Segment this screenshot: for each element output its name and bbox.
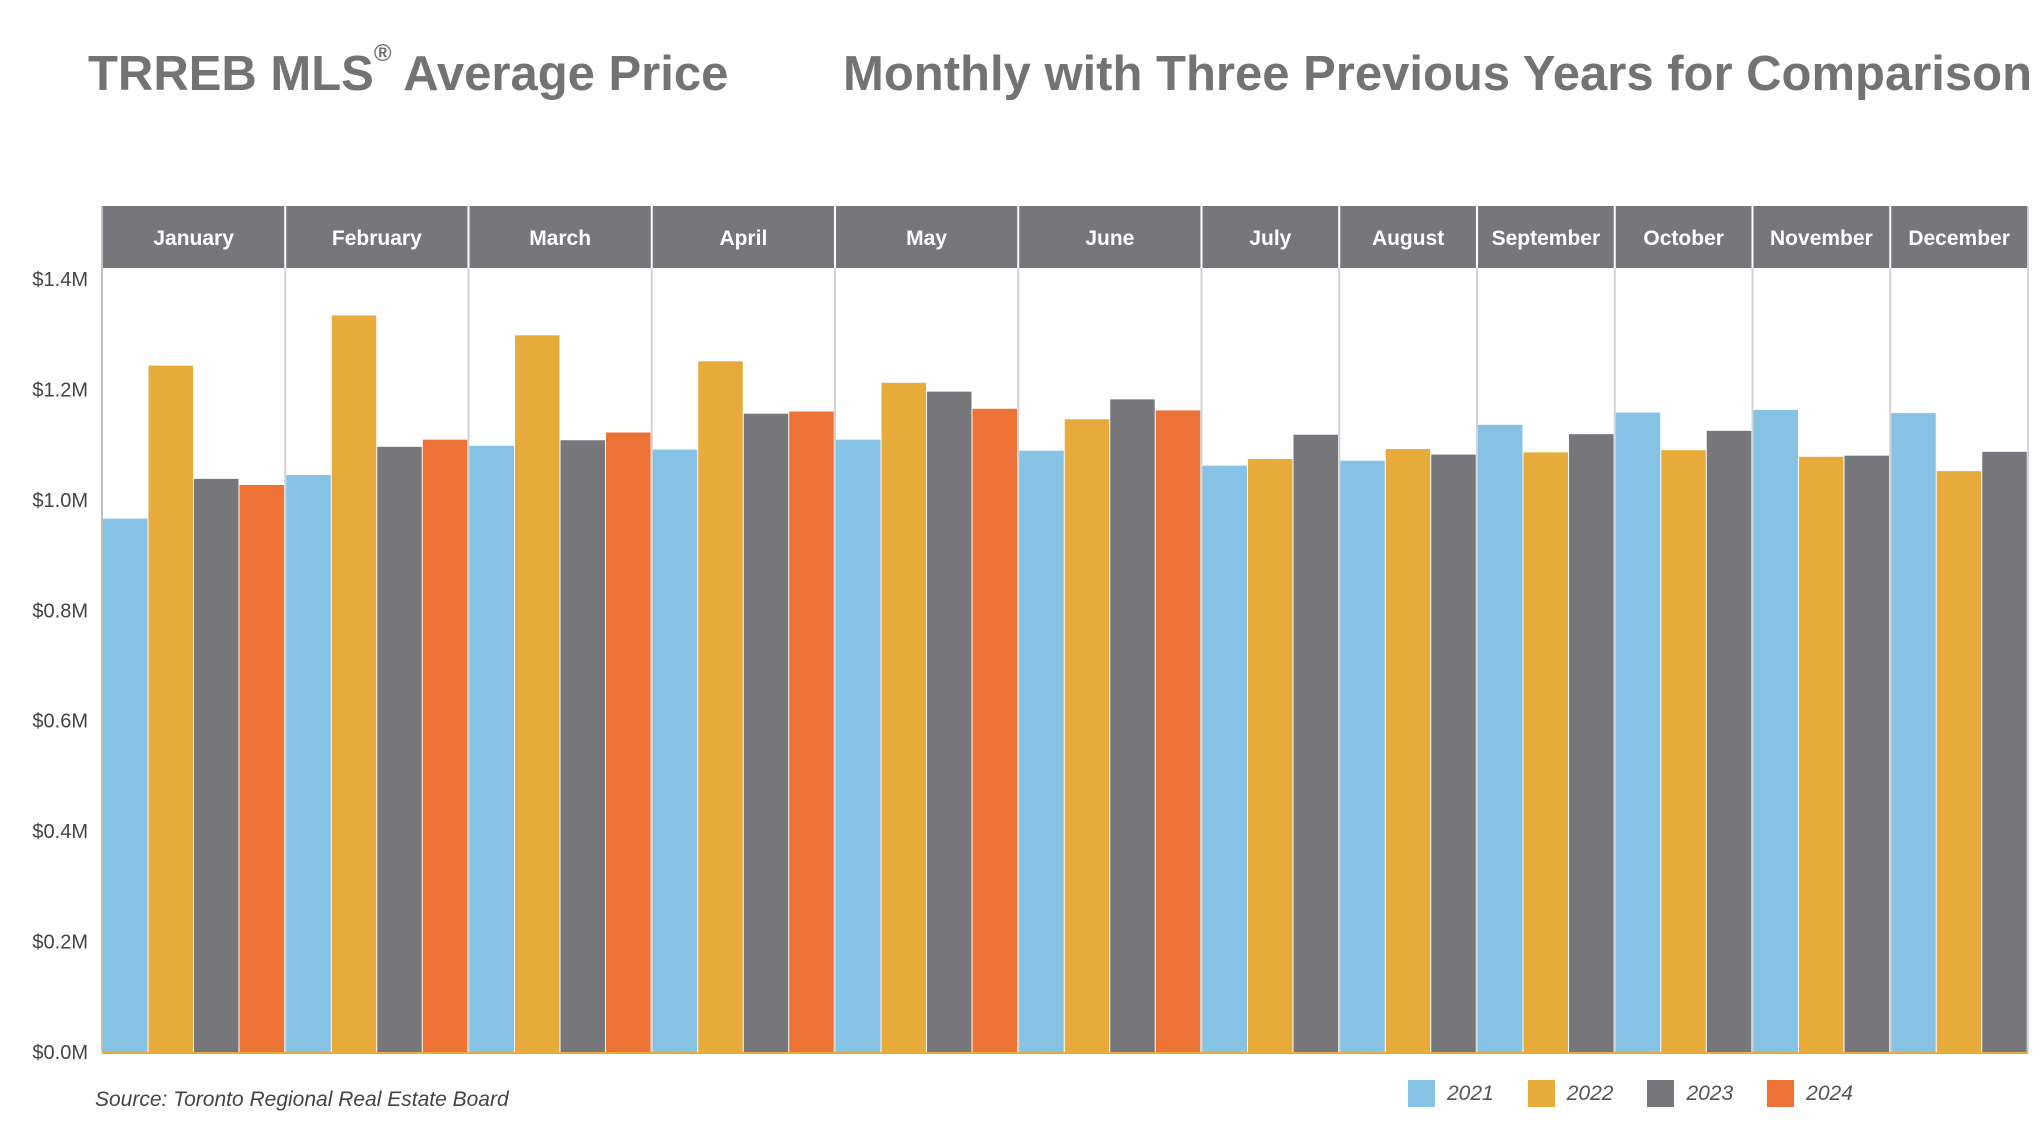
- bar-december-2022: [1936, 471, 1982, 1052]
- legend-item-2022: 2022: [1527, 1080, 1614, 1107]
- bar-november-2023: [1844, 455, 1889, 1053]
- legend-label-2021: 2021: [1447, 1081, 1494, 1105]
- legend-swatch-2021: [1408, 1080, 1435, 1107]
- legend-label-2024: 2024: [1806, 1081, 1853, 1105]
- bar-october-2022: [1661, 450, 1706, 1052]
- bar-september-2023: [1568, 434, 1614, 1053]
- bar-february-2021: [286, 475, 331, 1052]
- month-label-february: February: [332, 227, 422, 250]
- bar-june-2022: [1064, 419, 1110, 1053]
- month-label-january: January: [153, 227, 234, 250]
- bar-march-2024: [605, 432, 651, 1052]
- chart-subtitle: Monthly with Three Previous Years for Co…: [843, 47, 2032, 101]
- bar-august-2022: [1385, 449, 1431, 1052]
- y-tick-label: $0.0M: [32, 1042, 88, 1064]
- bar-may-2023: [926, 391, 972, 1052]
- legend-label-2022: 2022: [1566, 1081, 1614, 1105]
- bar-february-2023: [377, 446, 422, 1052]
- bar-april-2022: [698, 361, 743, 1052]
- month-label-march: March: [529, 227, 591, 250]
- bar-may-2022: [881, 382, 926, 1052]
- source-note: Source: Toronto Regional Real Estate Boa…: [95, 1088, 509, 1111]
- y-tick-label: $0.6M: [32, 711, 88, 733]
- bar-december-2021: [1891, 413, 1936, 1052]
- y-tick-label: $1.4M: [32, 269, 88, 291]
- bar-august-2021: [1340, 460, 1385, 1052]
- legend-item-2021: 2021: [1408, 1080, 1494, 1107]
- y-tick-label: $1.2M: [32, 379, 88, 401]
- bar-january-2024: [239, 484, 284, 1052]
- chart-title-text: TRREB MLS: [88, 47, 374, 101]
- y-tick-label: $0.8M: [32, 600, 88, 622]
- bar-july-2021: [1202, 465, 1247, 1053]
- bar-december-2023: [1982, 451, 2027, 1053]
- legend-label-2023: 2023: [1686, 1081, 1734, 1105]
- registered-mark: ®: [373, 40, 392, 67]
- bar-july-2022: [1247, 458, 1293, 1053]
- month-label-october: October: [1643, 227, 1724, 250]
- bar-january-2021: [103, 518, 148, 1052]
- bar-march-2022: [514, 335, 560, 1052]
- bar-april-2024: [789, 411, 834, 1052]
- legend-swatch-2024: [1767, 1080, 1795, 1107]
- bar-november-2022: [1798, 456, 1844, 1052]
- bar-october-2021: [1615, 412, 1661, 1053]
- bar-april-2021: [652, 449, 698, 1052]
- bar-september-2022: [1523, 452, 1568, 1052]
- bar-january-2022: [148, 365, 193, 1053]
- month-label-may: May: [906, 227, 947, 250]
- bar-june-2021: [1019, 450, 1064, 1052]
- legend: 2021 2022 2023 2024: [1408, 1080, 1887, 1107]
- bar-may-2021: [835, 439, 881, 1052]
- bar-november-2021: [1753, 409, 1798, 1052]
- bar-march-2023: [560, 440, 605, 1052]
- bar-august-2023: [1431, 454, 1476, 1052]
- chart-title-rest: Average Price: [391, 47, 729, 101]
- legend-swatch-2022: [1527, 1080, 1555, 1107]
- bar-march-2021: [469, 445, 514, 1052]
- month-label-august: August: [1372, 227, 1444, 250]
- legend-item-2023: 2023: [1647, 1080, 1733, 1107]
- month-label-september: September: [1492, 227, 1601, 250]
- month-label-june: June: [1085, 227, 1134, 250]
- bar-june-2023: [1110, 399, 1155, 1052]
- bar-may-2024: [972, 408, 1017, 1053]
- y-tick-label: $0.4M: [32, 821, 88, 843]
- y-tick-label: $1.0M: [32, 490, 88, 512]
- month-header-band: [102, 206, 2028, 268]
- y-tick-label: $0.2M: [32, 932, 88, 954]
- chart-title: TRREB MLS® Average Price: [88, 42, 729, 102]
- bar-february-2022: [331, 315, 377, 1053]
- month-label-april: April: [719, 227, 767, 250]
- bar-april-2023: [743, 413, 789, 1052]
- legend-item-2024: 2024: [1767, 1080, 1853, 1107]
- bar-february-2024: [422, 439, 468, 1052]
- bar-october-2023: [1706, 430, 1752, 1052]
- legend-swatch-2023: [1647, 1080, 1675, 1107]
- bar-july-2023: [1293, 434, 1338, 1052]
- month-label-december: December: [1908, 227, 2010, 250]
- bar-september-2021: [1477, 424, 1523, 1052]
- month-label-november: November: [1770, 227, 1873, 250]
- bar-june-2024: [1155, 410, 1201, 1052]
- month-label-july: July: [1249, 227, 1291, 250]
- bar-january-2023: [193, 478, 239, 1052]
